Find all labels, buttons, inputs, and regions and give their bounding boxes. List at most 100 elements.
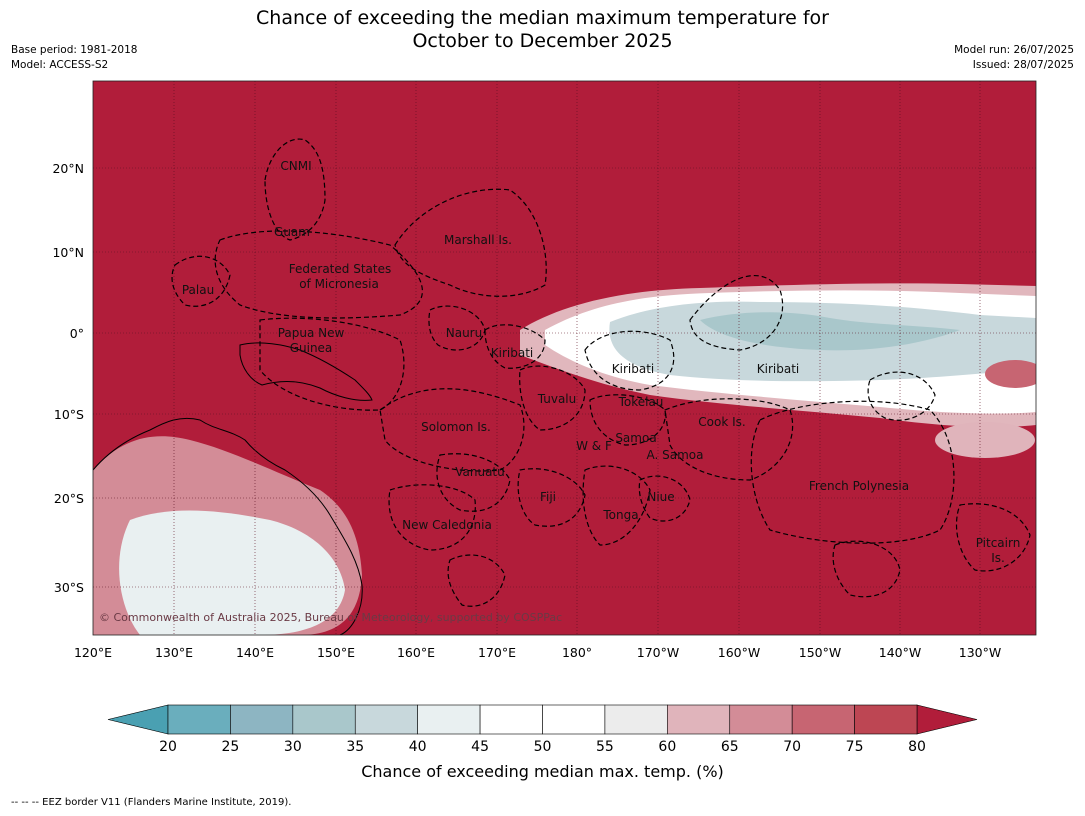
equatorial-cool-core [700, 312, 960, 351]
place-label: Solomon Is. [421, 420, 491, 434]
place-label: Vanuatu [455, 465, 505, 479]
place-label: Palau [182, 283, 214, 297]
eez-footnote: -- -- -- EEZ border V11 (Flanders Marine… [11, 797, 292, 808]
place-label: CNMI [280, 159, 311, 173]
australia-coastline [93, 417, 363, 635]
place-label: Samoa [615, 431, 656, 445]
place-label: Kiribati [612, 362, 654, 376]
map-figure: CNMI Guam Marshall Is. Federated States … [52, 80, 1037, 755]
lon-tick: 130°W [959, 645, 1001, 660]
place-label: Marshall Is. [444, 233, 512, 247]
australia-cool-region-inner [119, 510, 345, 635]
colorbar-tick-label: 30 [284, 739, 302, 755]
place-label: Is. [991, 551, 1005, 565]
issued-date: Issued: 28/07/2025 [972, 59, 1074, 71]
lat-tick: 10°S [54, 407, 84, 422]
graticule [93, 81, 1036, 635]
colorbar-segment [167, 704, 231, 735]
place-label: French Polynesia [809, 479, 909, 493]
title-line-2: October to December 2025 [412, 30, 673, 52]
colorbar-tick-label: 40 [409, 739, 427, 755]
longitude-ticks: 120°E 130°E 140°E 150°E 160°E 170°E 180°… [74, 645, 1001, 660]
eez-borders [171, 138, 1031, 607]
colorbar-tick-label: 35 [346, 739, 364, 755]
place-label: New Caledonia [402, 518, 492, 532]
colorbar-tick-label: 60 [658, 739, 676, 755]
model-name: Model: ACCESS-S2 [11, 59, 109, 71]
place-label: Tuvalu [537, 392, 577, 406]
place-label: Kiribati [491, 346, 533, 360]
warm-patch-east [985, 360, 1036, 388]
colorbar-tick-label: 55 [596, 739, 614, 755]
lon-tick: 150°E [317, 645, 355, 660]
place-label: A. Samoa [647, 448, 704, 462]
map-plot-area: CNMI Guam Marshall Is. Federated States … [93, 81, 1036, 635]
lat-tick: 30°S [54, 580, 84, 595]
base-period: Base period: 1981-2018 [11, 44, 138, 56]
colorbar-tick-label: 65 [721, 739, 739, 755]
colorbar-tick-label: 70 [783, 739, 801, 755]
lon-tick: 150°W [799, 645, 841, 660]
place-labels: CNMI Guam Marshall Is. Federated States … [182, 159, 1020, 565]
colorbar-segment [729, 704, 793, 735]
colorbar-over-arrow [916, 704, 978, 735]
place-label: Pitcairn [976, 536, 1021, 550]
place-label: Fiji [540, 490, 556, 504]
cool-patch-east-south [935, 422, 1035, 458]
colorbar-segments [167, 704, 918, 735]
colorbar-tick-label: 50 [534, 739, 552, 755]
lat-tick: 20°N [52, 161, 84, 176]
colorbar-segment [854, 704, 918, 735]
place-label: W & F [576, 439, 612, 453]
lon-tick: 170°W [637, 645, 679, 660]
place-label: of Micronesia [299, 277, 379, 291]
colorbar-tick-label: 20 [159, 739, 177, 755]
colorbar-segment [479, 704, 543, 735]
colorbar-segment [230, 704, 294, 735]
map-frame [92, 80, 1037, 636]
lat-tick: 20°S [54, 491, 84, 506]
colorbar-ticks: 20 25 30 35 40 45 50 55 60 65 70 75 80 [159, 739, 926, 755]
place-label: Tokelau [618, 395, 664, 409]
colorbar-segment [604, 704, 668, 735]
colorbar-segment [292, 704, 356, 735]
place-label: Federated States [289, 262, 391, 276]
colorbar-tick-label: 75 [846, 739, 864, 755]
new-guinea-coastline [239, 342, 373, 401]
colorbar-segment [417, 704, 481, 735]
lon-tick: 160°W [718, 645, 760, 660]
lon-tick: 130°E [155, 645, 193, 660]
place-label: Kiribati [757, 362, 799, 376]
lat-tick: 10°N [52, 245, 84, 260]
colorbar-segment [354, 704, 418, 735]
colorbar-segment [791, 704, 855, 735]
place-label: Cook Is. [698, 415, 745, 429]
copyright-notice: © Commonwealth of Australia 2025, Bureau… [99, 611, 562, 624]
colorbar-tick-label: 45 [471, 739, 489, 755]
place-label: Guinea [290, 341, 333, 355]
colorbar-under-arrow [107, 704, 169, 735]
colorbar-segment [667, 704, 731, 735]
latitude-ticks: 20°N 10°N 0° 10°S 20°S 30°S [52, 161, 84, 595]
meta-right: Model run: 26/07/2025 Issued: 28/07/2025 [954, 43, 1074, 73]
lon-tick: 140°W [879, 645, 921, 660]
place-label: Guam [274, 225, 310, 239]
colorbar-label: Chance of exceeding median max. temp. (%… [361, 762, 724, 781]
lon-tick: 140°E [236, 645, 274, 660]
colorbar-tick-label: 80 [908, 739, 926, 755]
lat-tick: 0° [70, 326, 84, 341]
place-label: Papua New [278, 326, 345, 340]
lon-tick: 170°E [478, 645, 516, 660]
map-title: Chance of exceeding the median maximum t… [0, 7, 1085, 53]
lon-tick: 160°E [397, 645, 435, 660]
place-label: Niue [647, 490, 674, 504]
lon-tick: 120°E [74, 645, 112, 660]
model-run: Model run: 26/07/2025 [954, 44, 1074, 56]
meta-left: Base period: 1981-2018 Model: ACCESS-S2 [11, 43, 137, 73]
colorbar-segment [542, 704, 606, 735]
lon-tick: 180° [562, 645, 592, 660]
title-line-1: Chance of exceeding the median maximum t… [256, 7, 829, 29]
colorbar-tick-label: 25 [222, 739, 240, 755]
place-label: Nauru [446, 326, 482, 340]
place-label: Tonga [602, 508, 638, 522]
